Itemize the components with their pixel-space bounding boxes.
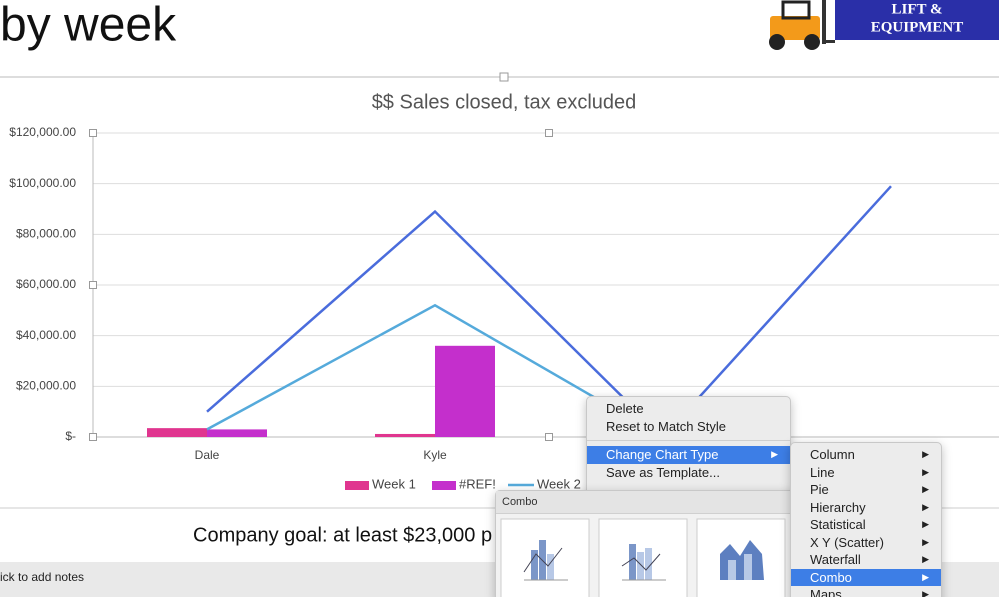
menu-item[interactable]: Statistical ▶	[810, 517, 929, 532]
menu-item[interactable]: Delete	[606, 401, 644, 416]
x-tick-label: Dale	[195, 448, 220, 462]
menu-item[interactable]: X Y (Scatter) ▶	[810, 534, 929, 550]
menu-item[interactable]: Pie ▶	[810, 482, 929, 497]
handle	[89, 281, 97, 289]
submenu-arrow: ▶	[922, 484, 929, 494]
combo-icons	[500, 518, 786, 597]
handle	[545, 129, 553, 137]
line	[206, 185, 892, 439]
y-tick-label: $100,000.00	[9, 176, 76, 190]
handle	[89, 129, 97, 137]
line	[206, 303, 664, 439]
submenu-arrow: ▶	[771, 449, 778, 459]
legend-swatch	[345, 481, 369, 490]
forklift-mast	[822, 0, 826, 44]
bar	[147, 428, 207, 437]
combo-option[interactable]	[500, 518, 590, 597]
menu-item[interactable]: Hierarchy ▶	[810, 499, 929, 515]
y-tick-label: $40,000.00	[16, 328, 76, 342]
slide-title: by week	[0, 0, 177, 52]
forklift-fork	[826, 40, 835, 43]
legend-label: Week 2	[537, 476, 581, 491]
y-tick-label: $60,000.00	[16, 277, 76, 291]
logo-box	[835, 0, 999, 40]
menu-item[interactable]: Combo ▶	[791, 568, 941, 586]
wheel	[769, 34, 785, 50]
bar	[207, 429, 267, 437]
wheel	[804, 34, 820, 50]
submenu-arrow: ▶	[922, 449, 929, 459]
y-tick-label: $20,000.00	[16, 379, 76, 393]
y-tick-label: $-	[65, 429, 76, 443]
menu-item[interactable]: Waterfall ▶	[810, 552, 929, 567]
y-tick-label: $80,000.00	[16, 227, 76, 241]
menu-item[interactable]: Line ▶	[810, 464, 929, 480]
bar	[375, 433, 435, 437]
legend-label: #REF!	[459, 476, 496, 491]
logo-text: EQUIPMENT	[871, 19, 964, 35]
logo-text: LIFT &	[892, 1, 943, 17]
combo-option[interactable]	[696, 518, 786, 597]
panel-title: Combo	[496, 491, 796, 514]
legend-swatch	[432, 481, 456, 490]
menu-item[interactable]: Save as Template...	[606, 464, 720, 480]
submenu-arrow: ▶	[922, 466, 929, 477]
y-tick-label: $120,000.00	[9, 125, 76, 139]
submenu-arrow: ▶	[922, 589, 929, 597]
submenu-arrow: ▶	[922, 519, 929, 529]
bar	[435, 345, 495, 437]
submenu-arrow: ▶	[922, 501, 929, 512]
forklift-cab	[781, 0, 811, 20]
menu-item[interactable]: Change Chart Type ▶	[587, 446, 790, 464]
forklift-body	[770, 16, 820, 40]
handle	[499, 72, 509, 82]
logo: LIFT & EQUIPMENT	[769, 0, 999, 50]
notes-text[interactable]: ick to add notes	[0, 570, 84, 584]
separator	[587, 440, 790, 441]
x-tick-label: Kyle	[423, 448, 447, 462]
handle	[545, 433, 553, 441]
legend-label: Week 1	[372, 476, 416, 491]
plot: $- $20,000.00 $40,000.00 $60,000.00 $80,000.…	[9, 125, 999, 491]
menu-item[interactable]: Reset to Match Style	[606, 418, 726, 434]
submenu: Column ▶ Line ▶ Pie ▶ Hierarchy ▶ Statistical ▶ X …	[790, 442, 942, 597]
handle	[89, 433, 97, 441]
menu-item[interactable]: Maps ▶	[791, 586, 941, 597]
menu-item[interactable]: Column ▶	[810, 447, 929, 462]
submenu-arrow: ▶	[922, 536, 929, 547]
combo-option[interactable]	[598, 518, 688, 597]
submenu-arrow: ▶	[922, 554, 929, 564]
chart-title: $$ Sales closed, tax excluded	[372, 91, 637, 113]
submenu-arrow: ▶	[922, 571, 929, 582]
goal-text: Company goal: at least $23,000 p	[193, 524, 492, 546]
combo-panel: Combo	[495, 490, 797, 597]
